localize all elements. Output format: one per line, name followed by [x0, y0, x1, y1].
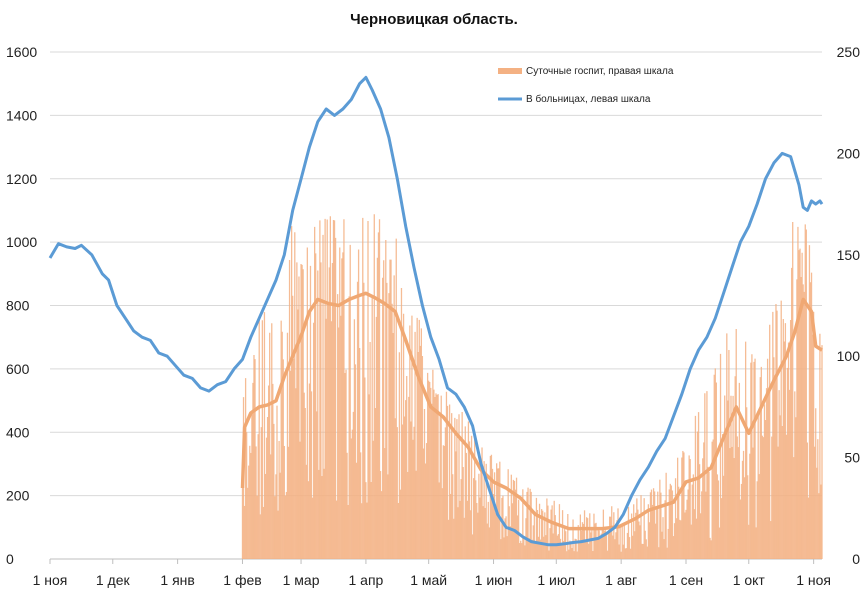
y-right-tick-label: 150: [837, 247, 861, 263]
legend-label-blue: В больницах, левая шкала: [526, 93, 651, 105]
y-right-tick-label: 0: [852, 551, 860, 567]
x-axis-ticks: 1 ноя 1 дек 1 янв 1 фев 1 мар 1 апр 1 май 1 июн…: [33, 559, 831, 588]
y-left-tick-label: 1600: [6, 44, 37, 60]
y-left-tick-label: 1000: [6, 234, 37, 250]
chart-title: Черновицкая область.: [350, 11, 518, 28]
y-left-tick-label: 800: [6, 298, 30, 314]
y-left-tick-label: 400: [6, 424, 30, 440]
x-tick-label: 1 сен: [669, 572, 703, 588]
legend: Суточные госпит, правая шкала В больница…: [498, 66, 674, 105]
x-tick-label: 1 фев: [223, 572, 261, 588]
y-right-tick-label: 100: [837, 348, 861, 364]
x-tick-label: 1 авг: [605, 572, 637, 588]
x-tick-label: 1 июл: [537, 572, 575, 588]
y-right-tick-label: 200: [837, 145, 861, 161]
x-tick-label: 1 окт: [733, 572, 766, 588]
x-tick-label: 1 апр: [348, 572, 383, 588]
x-tick-label: 1 ноя: [33, 572, 68, 588]
y-right-tick-label: 250: [837, 44, 861, 60]
daily-hospitalizations-avg-line: [240, 291, 823, 531]
x-tick-label: 1 мар: [283, 572, 320, 588]
y-left-tick-label: 200: [6, 488, 30, 504]
x-tick-label: 1 ноя: [796, 572, 831, 588]
legend-label-orange: Суточные госпит, правая шкала: [526, 66, 674, 77]
y-right-tick-label: 50: [844, 450, 860, 466]
right-axis-ticks: 0 50 100 150 200 250: [837, 44, 861, 567]
in-hospital-line: [48, 75, 824, 547]
y-left-tick-label: 600: [6, 361, 30, 377]
y-left-tick-label: 1400: [6, 107, 37, 123]
x-tick-label: 1 янв: [160, 572, 194, 588]
y-left-tick-label: 0: [6, 551, 14, 567]
daily-hospitalizations-bars: [241, 214, 823, 559]
y-left-tick-label: 1200: [6, 171, 37, 187]
left-axis-ticks: 0 200 400 600 800 1000 1200 1400 1600: [6, 44, 37, 567]
x-tick-label: 1 июн: [475, 572, 513, 588]
x-tick-label: 1 май: [410, 572, 447, 588]
x-tick-label: 1 дек: [96, 572, 131, 588]
